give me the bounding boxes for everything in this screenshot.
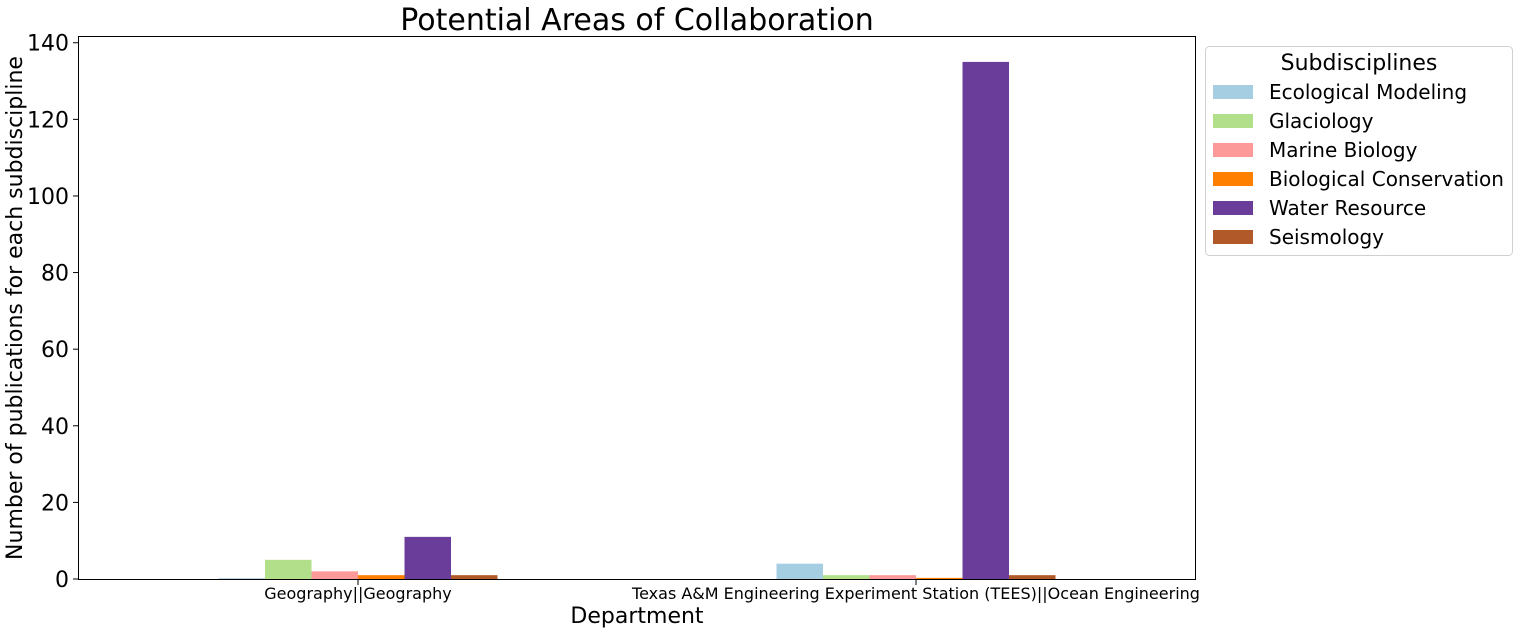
legend-title: Subdisciplines bbox=[1281, 51, 1438, 76]
y-tick-label: 140 bbox=[27, 32, 69, 57]
bars-layer bbox=[218, 61, 1056, 580]
bar bbox=[358, 575, 405, 579]
bar bbox=[823, 575, 870, 579]
y-tick-label: 40 bbox=[41, 415, 69, 440]
x-tick-label: Geography||Geography bbox=[264, 584, 451, 603]
bar bbox=[1009, 575, 1056, 579]
y-tick-label: 20 bbox=[41, 491, 69, 516]
legend-label: Seismology bbox=[1269, 225, 1384, 249]
plot-area-frame bbox=[78, 36, 1196, 580]
x-axis-label: Department bbox=[570, 604, 704, 629]
bar bbox=[776, 563, 823, 579]
chart-title: Potential Areas of Collaboration bbox=[400, 3, 874, 38]
legend-frame bbox=[1205, 46, 1513, 256]
legend-swatch bbox=[1213, 172, 1253, 186]
y-axis-ticks: 0 20 40 60 80 100 120 140 bbox=[27, 32, 79, 593]
bar bbox=[218, 578, 265, 579]
y-tick-label: 80 bbox=[41, 262, 69, 287]
legend-label: Biological Conservation bbox=[1269, 167, 1504, 191]
bar bbox=[916, 577, 963, 579]
bar bbox=[962, 61, 1009, 580]
y-axis-label: Number of publications for each subdisci… bbox=[3, 56, 28, 560]
legend-label: Glaciology bbox=[1269, 109, 1374, 133]
legend-swatch bbox=[1213, 201, 1253, 215]
legend-swatch bbox=[1213, 114, 1253, 128]
y-tick-label: 100 bbox=[27, 185, 69, 210]
bar bbox=[869, 575, 916, 579]
x-axis-ticks: Geography||Geography Texas A&M Engineerin… bbox=[264, 579, 1200, 603]
legend-items: Ecological Modeling Glaciology Marine Biol… bbox=[1213, 80, 1504, 249]
bar bbox=[311, 571, 358, 579]
bar bbox=[265, 559, 312, 579]
bar bbox=[451, 575, 498, 579]
legend-swatch bbox=[1213, 230, 1253, 244]
legend-label: Ecological Modeling bbox=[1269, 80, 1467, 104]
y-tick-label: 0 bbox=[55, 568, 69, 593]
y-tick-label: 120 bbox=[27, 108, 69, 133]
legend-swatch bbox=[1213, 143, 1253, 157]
legend-label: Water Resource bbox=[1269, 196, 1426, 220]
legend-label: Marine Biology bbox=[1269, 138, 1418, 162]
y-tick-label: 60 bbox=[41, 338, 69, 363]
legend: Subdisciplines Ecological Modeling Glacio… bbox=[1205, 46, 1513, 256]
bar bbox=[404, 536, 451, 579]
x-tick-label: Texas A&M Engineering Experiment Station… bbox=[631, 584, 1200, 603]
legend-swatch bbox=[1213, 85, 1253, 99]
